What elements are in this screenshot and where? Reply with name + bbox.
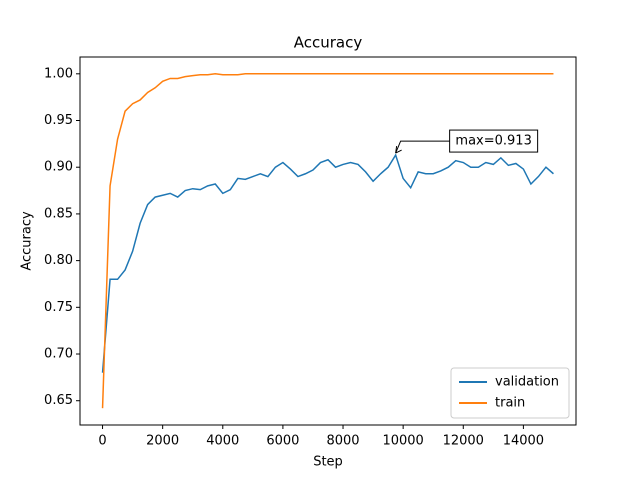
x-tick-label: 6000 <box>266 434 299 449</box>
x-tick-label: 8000 <box>326 434 359 449</box>
x-tick-label: 4000 <box>206 434 239 449</box>
y-tick-label: 0.65 <box>44 393 73 408</box>
y-tick-label: 0.85 <box>44 206 73 221</box>
annotation-box <box>449 129 539 153</box>
x-tick-label: 14000 <box>503 434 544 449</box>
y-tick-label: 0.75 <box>44 300 73 315</box>
x-tick-label: 2000 <box>146 434 179 449</box>
x-tick-label: 12000 <box>443 434 484 449</box>
line-series <box>101 73 554 409</box>
annotation-arrow <box>395 140 450 154</box>
x-tick-label: 10000 <box>382 434 423 449</box>
x-tick-label: 0 <box>98 434 106 449</box>
chart-title: Accuracy <box>294 34 363 52</box>
y-tick-label: 0.80 <box>44 253 73 268</box>
y-tick-label: 1.00 <box>44 66 73 81</box>
y-axis-label: Accuracy <box>20 211 35 271</box>
annotation-text: max=0.913 <box>455 134 531 149</box>
x-axis-label: Step <box>313 455 343 470</box>
legend-label: train <box>495 396 525 411</box>
legend-box <box>450 367 570 419</box>
legend-label: validation <box>495 375 559 390</box>
y-tick-label: 0.90 <box>44 160 73 175</box>
line-series <box>101 153 554 373</box>
y-tick-label: 0.70 <box>44 347 73 362</box>
plot-frame <box>79 56 577 426</box>
y-tick-label: 0.95 <box>44 113 73 128</box>
arrow-head <box>395 146 402 154</box>
